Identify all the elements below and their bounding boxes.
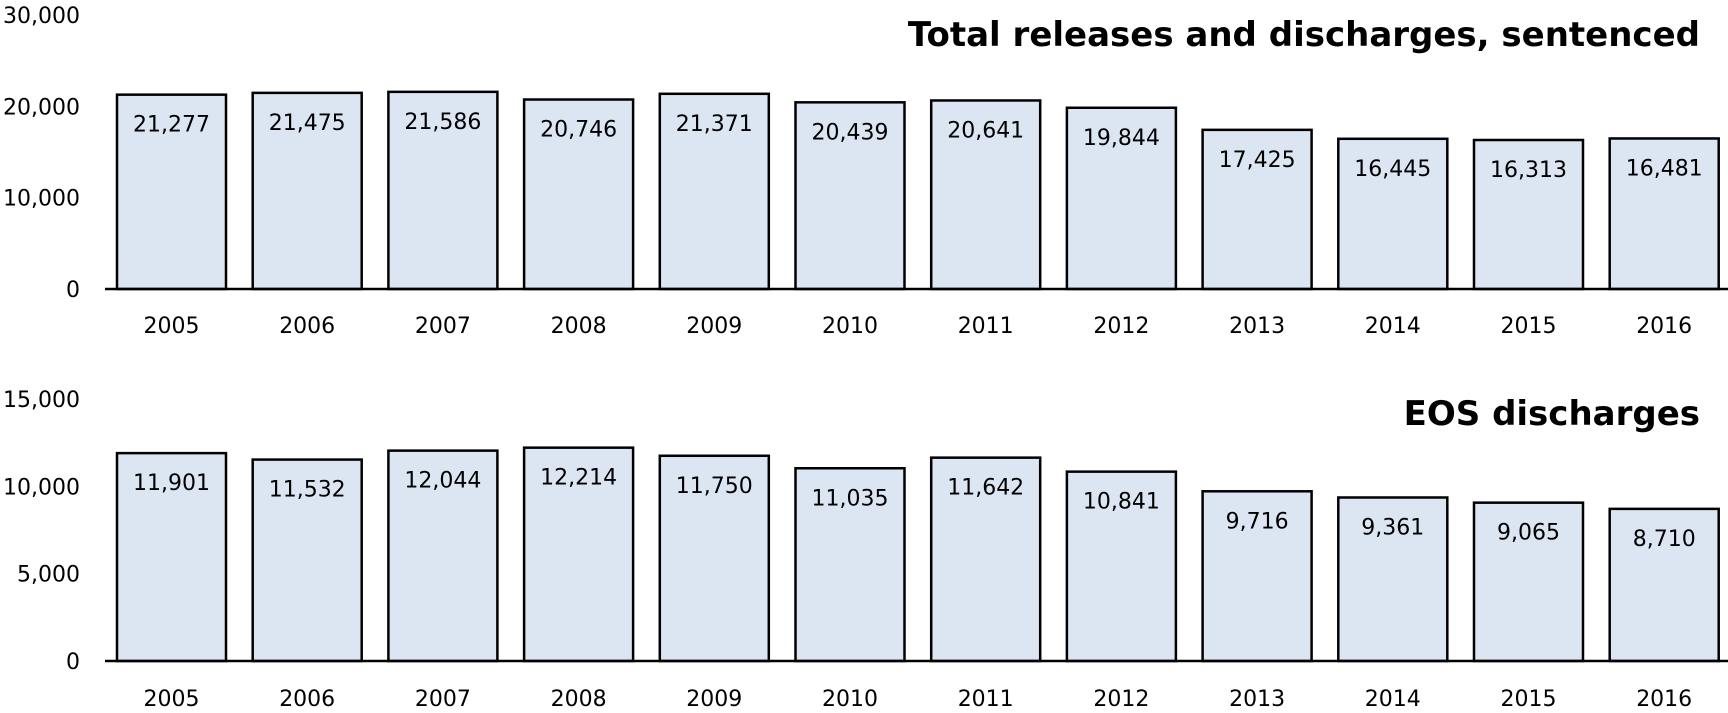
chart-title: Total releases and discharges, sentenced: [908, 15, 1700, 55]
x-tick-label: 2008: [551, 687, 607, 712]
x-tick-label: 2013: [1229, 687, 1285, 712]
data-label: 10,841: [1083, 490, 1160, 515]
bar: [1337, 137, 1449, 291]
data-label: 20,439: [812, 120, 889, 145]
x-tick-label: 2006: [279, 687, 335, 712]
data-label: 11,035: [812, 486, 889, 511]
x-tick-label: 2008: [551, 314, 607, 339]
bar: [522, 98, 635, 291]
bar: [929, 456, 1042, 663]
x-tick-label: 2010: [822, 687, 878, 712]
x-tick-label: 2013: [1229, 314, 1285, 339]
bar: [794, 101, 906, 291]
chart-eos-discharges: EOS discharges 0 5,000 10,000 15,000 11,901 2…: [3, 388, 1728, 712]
data-label: 12,214: [540, 466, 617, 491]
x-tick-label: 2011: [958, 314, 1014, 339]
bar: [1472, 138, 1585, 291]
y-tick-label: 0: [66, 650, 80, 675]
x-tick-label: 2011: [958, 687, 1014, 712]
bar: [1608, 137, 1720, 291]
chart-total-releases: Total releases and discharges, sentenced…: [3, 4, 1728, 339]
x-tick-label: 2010: [822, 314, 878, 339]
data-label: 17,425: [1219, 148, 1296, 173]
data-label: 16,481: [1626, 156, 1703, 181]
data-label: 12,044: [404, 469, 481, 494]
bar: [794, 467, 906, 663]
x-tick-label: 2012: [1093, 314, 1149, 339]
y-tick-label: 30,000: [3, 4, 80, 29]
data-label: 11,901: [133, 471, 210, 496]
bar: [1608, 507, 1720, 663]
x-tick-label: 2006: [279, 314, 335, 339]
x-tick-label: 2009: [686, 687, 742, 712]
y-tick-label: 20,000: [3, 95, 80, 120]
bar: [1337, 496, 1449, 663]
data-label: 19,844: [1083, 126, 1160, 151]
x-tick-label: 2015: [1501, 687, 1557, 712]
bar: [115, 93, 228, 291]
bar: [251, 91, 363, 291]
x-tick-label: 2012: [1093, 687, 1149, 712]
bar: [387, 90, 499, 291]
bar: [115, 451, 228, 663]
x-tick-label: 2014: [1365, 314, 1421, 339]
data-label: 21,475: [269, 111, 346, 136]
y-tick-label: 10,000: [3, 475, 80, 500]
x-tick-label: 2009: [686, 314, 742, 339]
data-label: 21,371: [676, 112, 753, 137]
y-tick-label: 0: [66, 278, 80, 303]
x-tick-label: 2016: [1636, 314, 1692, 339]
x-tick-label: 2016: [1636, 687, 1692, 712]
x-tick-label: 2005: [144, 687, 200, 712]
data-label: 9,065: [1497, 521, 1560, 546]
bar: [387, 449, 499, 663]
data-label: 11,642: [947, 476, 1024, 501]
data-label: 16,445: [1354, 157, 1431, 182]
x-tick-label: 2015: [1501, 314, 1557, 339]
x-tick-label: 2005: [144, 314, 200, 339]
data-label: 9,716: [1226, 509, 1289, 534]
data-label: 11,750: [676, 474, 753, 499]
data-label: 11,532: [269, 478, 346, 503]
x-tick-label: 2007: [415, 687, 471, 712]
chart-title: EOS discharges: [1404, 394, 1700, 434]
bar: [251, 458, 363, 663]
data-label: 8,710: [1633, 527, 1696, 552]
data-label: 9,361: [1361, 515, 1424, 540]
data-label: 20,641: [947, 118, 1024, 143]
data-label: 21,277: [133, 113, 210, 138]
data-label: 20,746: [540, 118, 617, 143]
y-tick-label: 10,000: [3, 187, 80, 212]
y-tick-label: 5,000: [17, 563, 80, 588]
data-label: 16,313: [1490, 158, 1567, 183]
y-tick-label: 15,000: [3, 388, 80, 413]
data-label: 21,586: [404, 110, 481, 135]
x-tick-label: 2014: [1365, 687, 1421, 712]
bar: [1065, 106, 1178, 291]
x-tick-label: 2007: [415, 314, 471, 339]
